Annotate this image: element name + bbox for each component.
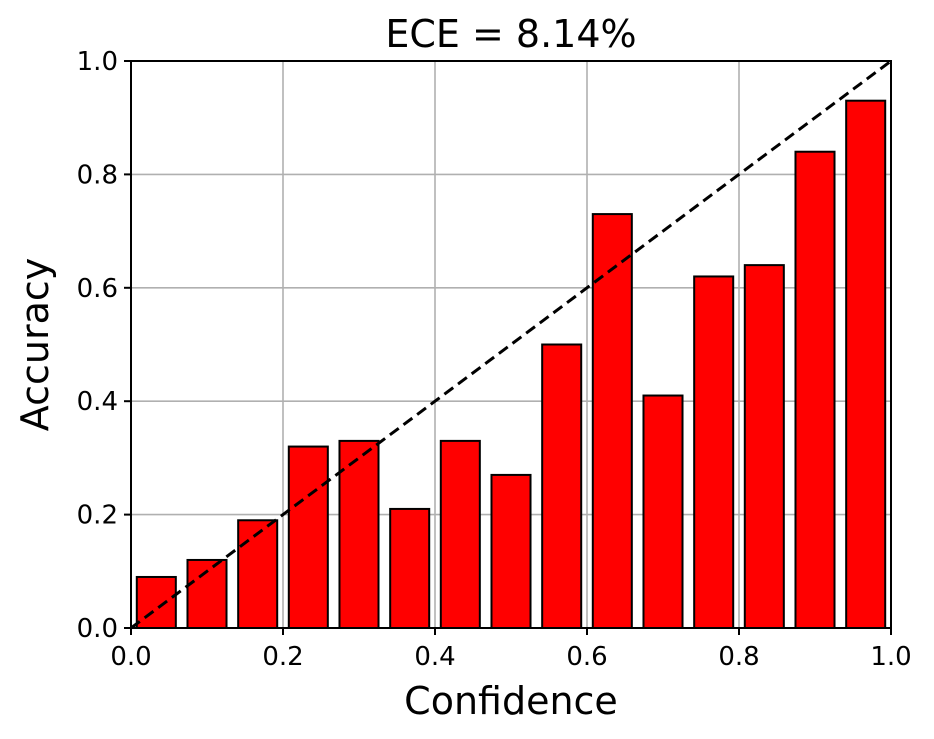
y-tick-label: 0.8 — [77, 160, 118, 190]
bar-13 — [794, 150, 836, 629]
bar-8 — [541, 343, 583, 629]
plot-frame — [130, 60, 892, 629]
x-axis-label: Confidence — [404, 679, 618, 723]
y-tick-label: 0.0 — [77, 614, 118, 644]
x-tick-label: 1.0 — [870, 642, 911, 672]
y-axis-label: Accuracy — [13, 258, 57, 432]
y-tick-label: 0.6 — [77, 274, 118, 304]
x-axis-ticks: 0.0 0.2 0.4 0.6 0.8 1.0 — [110, 628, 912, 672]
x-tick-label: 0.4 — [414, 642, 455, 672]
bars — [135, 99, 887, 630]
x-tick-label: 0.6 — [566, 642, 607, 672]
bar-9 — [591, 213, 633, 629]
bar-5 — [389, 507, 431, 629]
y-axis-ticks: 0.0 0.2 0.4 0.6 0.8 1.0 — [77, 47, 131, 644]
bar-6 — [439, 439, 481, 630]
chart-title: ECE = 8.14% — [385, 12, 636, 56]
bar-14 — [845, 99, 887, 629]
bar-10 — [642, 394, 684, 629]
y-tick-label: 0.4 — [77, 387, 118, 417]
y-tick-label: 0.2 — [77, 501, 118, 531]
bar-0 — [135, 575, 177, 629]
bar-12 — [743, 264, 785, 629]
bar-11 — [693, 275, 735, 629]
x-tick-label: 0.8 — [718, 642, 759, 672]
perfect-calibration-line — [130, 59, 892, 630]
bar-3 — [287, 445, 329, 629]
bar-2 — [237, 519, 279, 630]
y-tick-label: 1.0 — [77, 47, 118, 77]
bar-4 — [338, 439, 380, 630]
x-tick-label: 0.0 — [110, 642, 151, 672]
bar-7 — [490, 473, 532, 629]
x-tick-label: 0.2 — [262, 642, 303, 672]
